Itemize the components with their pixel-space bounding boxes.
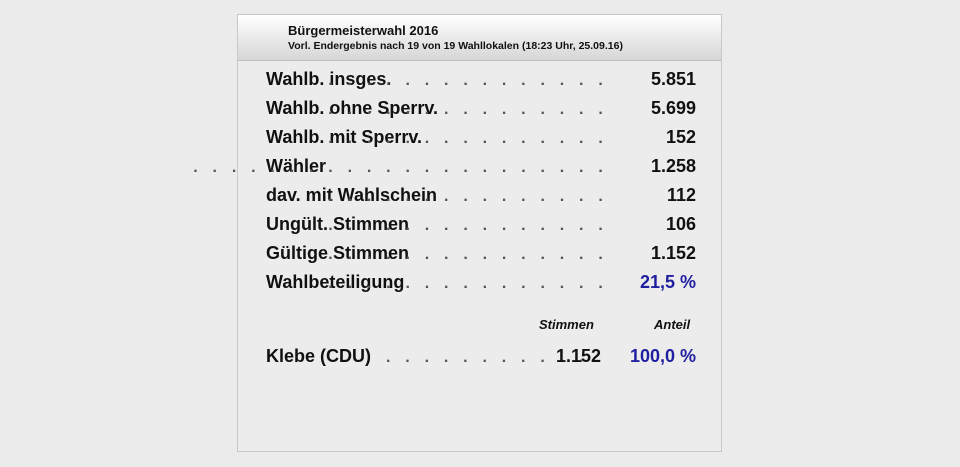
leader-dots: . . . . . . . . . . . [386,349,589,366]
stat-value: 1.258 [650,156,696,176]
stat-row-invalid-votes: Ungült. Stimmen . . . . . . . . . . . . … [266,214,696,238]
stat-row-valid-votes: Gültige Stimmen . . . . . . . . . . . . … [266,243,696,267]
candidate-share: 100,0 % [629,346,696,366]
stat-value: 112 [666,185,696,205]
election-title: Bürgermeisterwahl 2016 [288,23,439,38]
stat-label: Wahlb. ohne Sperrv. [266,98,439,118]
stat-value: 106 [665,214,696,234]
stat-row-eligible-without-note: Wahlb. ohne Sperrv. . . . . . . . . . . … [266,98,696,122]
candidate-votes: 1.152 [555,346,601,366]
stat-label: Wähler [266,156,327,176]
stat-value: 5.851 [650,69,696,89]
column-header-share: Anteil [654,317,691,332]
stat-label: Gültige Stimmen [266,243,410,263]
candidate-name: Klebe (CDU) [266,346,372,366]
stat-label: Wahlbeteiligung [266,272,405,292]
leader-dots: . . . . . . . . . . . . . . . [328,217,608,234]
result-status: Vorl. Endergebnis nach 19 von 19 Wahllok… [288,40,623,52]
column-header-votes: Stimmen [539,317,594,332]
leader-dots: . . . . . . . . . . . . . . . [328,72,608,89]
stat-label: Wahlb. mit Sperrv. [266,127,423,147]
stat-row-postal-voters: dav. mit Wahlschein . . . . . . . . . . … [266,185,696,209]
stat-value: 152 [665,127,696,147]
leader-dots: . . . . . . . . . . . . . . . [328,101,608,118]
turnout-value: 21,5 % [639,272,696,292]
results-panel: Bürgermeisterwahl 2016 Vorl. Endergebnis… [193,14,722,452]
stat-value: 1.152 [650,243,696,263]
stat-label: Ungült. Stimmen [266,214,409,234]
candidate-row: Klebe (CDU) . . . . . . . . . . . 1.152 … [266,346,696,370]
leader-dots: . . . . . . . . . . . . . . . [328,130,608,147]
stat-row-voters: Wähler . . . . . . . . . . . . . . . . .… [193,156,696,180]
stat-row-eligible-total: Wahlb. insges. . . . . . . . . . . . . .… [266,69,696,93]
leader-dots: . . . . . . . . . . . . . . . [328,188,608,205]
stat-label: dav. mit Wahlschein [266,185,438,205]
leader-dots: . . . . . . . . . . . . . . . [328,246,608,263]
panel-header: Bürgermeisterwahl 2016 Vorl. Endergebnis… [238,15,721,61]
stat-row-turnout: Wahlbeteiligung . . . . . . . . . . . . … [266,272,696,296]
leader-dots: . . . . . . . . . . . . . . . [328,275,608,292]
leader-dots: . . . . . . . . . . . . . . . . . . . . … [193,159,608,176]
stat-label: Wahlb. insges. [266,69,392,89]
stat-value: 5.699 [650,98,696,118]
stat-row-eligible-with-note: Wahlb. mit Sperrv. . . . . . . . . . . .… [266,127,696,151]
